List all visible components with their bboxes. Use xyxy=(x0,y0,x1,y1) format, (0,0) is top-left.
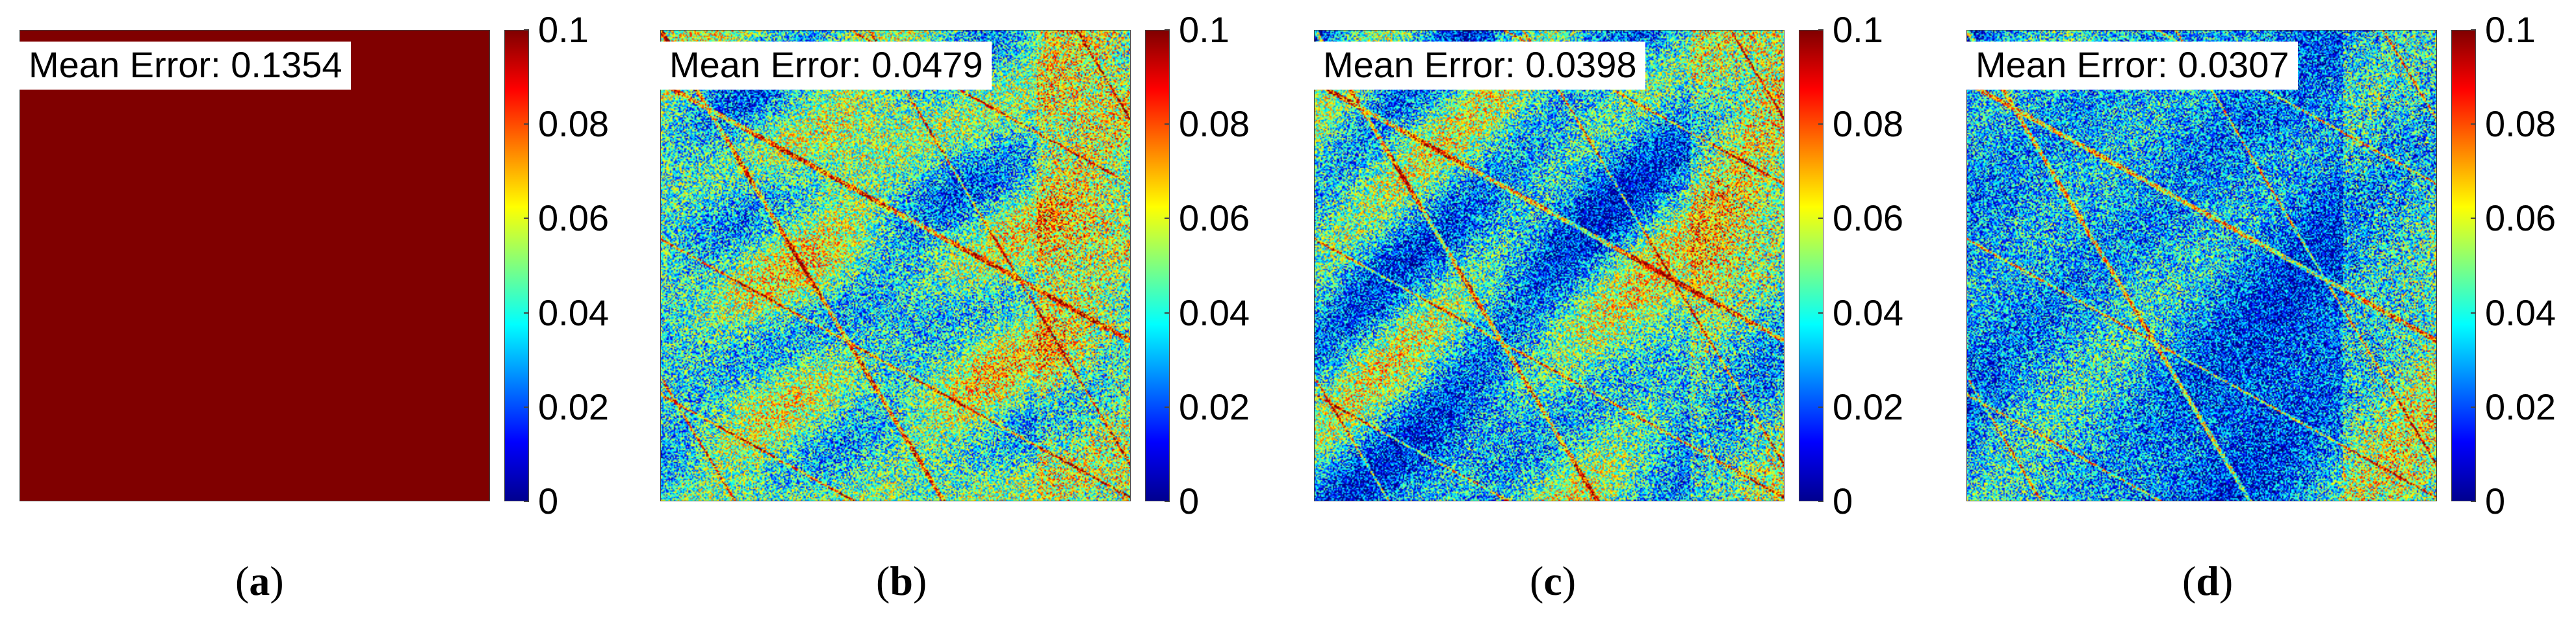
colorbar-tick-label: 0.04 xyxy=(2485,292,2556,333)
colorbar-tick-mark xyxy=(524,29,529,31)
colorbar-tick-mark xyxy=(1165,123,1170,125)
colorbar-tick-mark xyxy=(2471,123,2476,125)
heatmap-panel-b: Mean Error: 0.0479 0 0.02 0.04 0.06 0.08 0.1 (b… xyxy=(660,0,1304,626)
colorbar-tick-label: 0.02 xyxy=(2485,386,2556,427)
colorbar-tick-mark xyxy=(1818,123,1823,125)
error-heatmap-image xyxy=(1315,31,1784,501)
error-heatmap-image xyxy=(20,31,489,501)
error-heatmap xyxy=(660,30,1131,501)
colorbar-tick-mark xyxy=(2471,29,2476,31)
colorbar-tick-mark xyxy=(1818,406,1823,408)
colorbar-tick-label: 0.04 xyxy=(1179,292,1250,333)
colorbar-tick-mark xyxy=(2471,501,2476,502)
panel-caption-letter: b xyxy=(890,558,913,604)
colorbar-tick-mark xyxy=(524,501,529,502)
colorbar-tick-label: 0.02 xyxy=(538,386,609,427)
mean-error-label: Mean Error: 0.0307 xyxy=(1966,42,2299,90)
colorbar-tick-mark xyxy=(1818,501,1823,502)
colorbar-tick-label: 0.04 xyxy=(1833,292,1903,333)
panel-caption: (b) xyxy=(876,558,927,604)
colorbar-tick-label: 0.08 xyxy=(1179,103,1250,145)
colorbar-tick-label: 0.08 xyxy=(538,103,609,145)
colorbar-tick-label: 0.1 xyxy=(1179,9,1230,50)
panel-caption-letter: c xyxy=(1543,558,1562,604)
colorbar xyxy=(1145,30,1170,501)
colorbar-tick-label: 0.06 xyxy=(2485,197,2556,239)
colorbar-tick-mark xyxy=(1818,29,1823,31)
heatmap-panel-d: Mean Error: 0.0307 0 0.02 0.04 0.06 0.08 0.1 (d… xyxy=(1966,0,2576,626)
mean-error-label: Mean Error: 0.0398 xyxy=(1314,42,1646,90)
panel-caption: (a) xyxy=(235,558,284,604)
colorbar-tick-mark xyxy=(1818,312,1823,314)
colorbar-tick-mark xyxy=(524,218,529,219)
colorbar-tick-label: 0.06 xyxy=(1179,197,1250,239)
colorbar-tick-mark xyxy=(1165,29,1170,31)
colorbar-tick-mark xyxy=(2471,406,2476,408)
colorbar-tick-label: 0.1 xyxy=(1833,9,1883,50)
colorbar-tick-label: 0 xyxy=(2485,481,2506,521)
heatmap-panel-a: Mean Error: 0.1354 0 0.02 0.04 0.06 0.08 0.1 (a… xyxy=(19,0,663,626)
colorbar xyxy=(1799,30,1823,501)
panel-caption: (d) xyxy=(2182,558,2234,604)
error-heatmap xyxy=(1966,30,2437,501)
colorbar xyxy=(2451,30,2476,501)
colorbar-tick-label: 0.08 xyxy=(2485,103,2556,145)
heatmap-panel-c: Mean Error: 0.0398 0 0.02 0.04 0.06 0.08 0.1 (c… xyxy=(1314,0,1957,626)
colorbar-tick-label: 0 xyxy=(1833,481,1853,521)
colorbar-tick-mark xyxy=(1165,218,1170,219)
panel-caption: (c) xyxy=(1530,558,1577,604)
colorbar-tick-label: 0.06 xyxy=(1833,197,1903,239)
mean-error-label: Mean Error: 0.1354 xyxy=(19,42,352,90)
colorbar-tick-mark xyxy=(1165,501,1170,502)
panel-caption-letter: a xyxy=(249,558,270,604)
colorbar-tick-mark xyxy=(1818,218,1823,219)
error-heatmap-image xyxy=(661,31,1130,501)
colorbar-tick-label: 0.1 xyxy=(538,9,589,50)
colorbar-tick-mark xyxy=(2471,218,2476,219)
colorbar-tick-label: 0.02 xyxy=(1179,386,1250,427)
colorbar-tick-mark xyxy=(524,123,529,125)
mean-error-label: Mean Error: 0.0479 xyxy=(660,42,992,90)
colorbar-tick-label: 0.04 xyxy=(538,292,609,333)
colorbar-tick-label: 0 xyxy=(538,481,559,521)
panel-caption-letter: d xyxy=(2196,558,2219,604)
error-heatmap-image xyxy=(1967,31,2436,501)
colorbar-tick-label: 0.02 xyxy=(1833,386,1903,427)
colorbar xyxy=(504,30,529,501)
colorbar-tick-mark xyxy=(1165,406,1170,408)
error-heatmap xyxy=(1314,30,1784,501)
colorbar-tick-label: 0.08 xyxy=(1833,103,1903,145)
colorbar-tick-mark xyxy=(1165,312,1170,314)
error-heatmap xyxy=(19,30,490,501)
colorbar-tick-label: 0 xyxy=(1179,481,1200,521)
colorbar-tick-mark xyxy=(524,312,529,314)
colorbar-tick-mark xyxy=(524,406,529,408)
colorbar-tick-mark xyxy=(2471,312,2476,314)
colorbar-tick-label: 0.1 xyxy=(2485,9,2536,50)
colorbar-tick-label: 0.06 xyxy=(538,197,609,239)
